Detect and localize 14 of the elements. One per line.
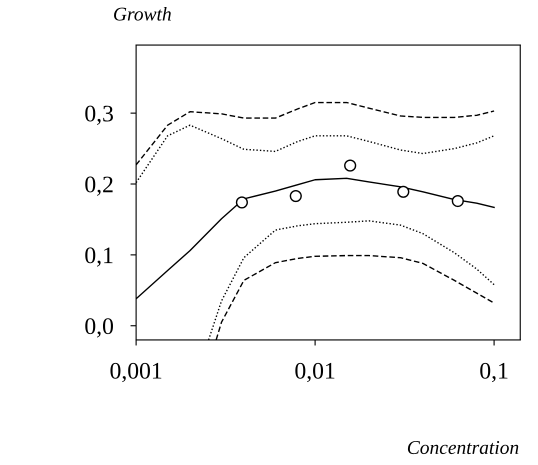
y-tick-label: 0,1 (85, 247, 112, 267)
point (344, 160, 356, 172)
chart-title: Growth (114, 6, 171, 21)
point (290, 190, 302, 202)
y-tick-label: 0,2 (85, 176, 113, 196)
point (236, 196, 248, 209)
x-tick-label: 0,01 (295, 362, 334, 382)
point (397, 186, 410, 198)
x-tick-label: 0,1 (480, 362, 508, 382)
x-tick-label: 0,001 (110, 362, 162, 382)
y-tick-label: 0,0 (85, 318, 113, 338)
x-axis-title: Concentration (408, 441, 518, 454)
point (452, 194, 464, 208)
y-tick-label: 0,3 (85, 106, 113, 125)
